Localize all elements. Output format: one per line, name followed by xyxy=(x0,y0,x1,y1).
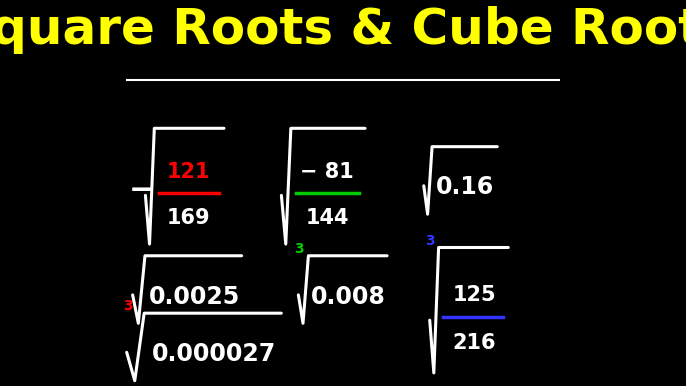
Text: −: − xyxy=(129,176,155,205)
Text: 3: 3 xyxy=(123,299,133,313)
Text: 0.0025: 0.0025 xyxy=(149,284,240,308)
Text: Square Roots & Cube Roots: Square Roots & Cube Roots xyxy=(0,6,686,54)
Text: 169: 169 xyxy=(167,208,211,229)
Text: 144: 144 xyxy=(305,208,349,229)
Text: 3: 3 xyxy=(425,234,435,247)
Text: 121: 121 xyxy=(167,163,210,183)
Text: 125: 125 xyxy=(452,285,496,305)
Text: 3: 3 xyxy=(294,242,304,256)
Text: 0.008: 0.008 xyxy=(311,284,386,308)
Text: 0.16: 0.16 xyxy=(436,175,495,200)
Text: − 81: − 81 xyxy=(300,163,354,183)
Text: 0.000027: 0.000027 xyxy=(152,342,276,366)
Text: 216: 216 xyxy=(452,333,496,353)
